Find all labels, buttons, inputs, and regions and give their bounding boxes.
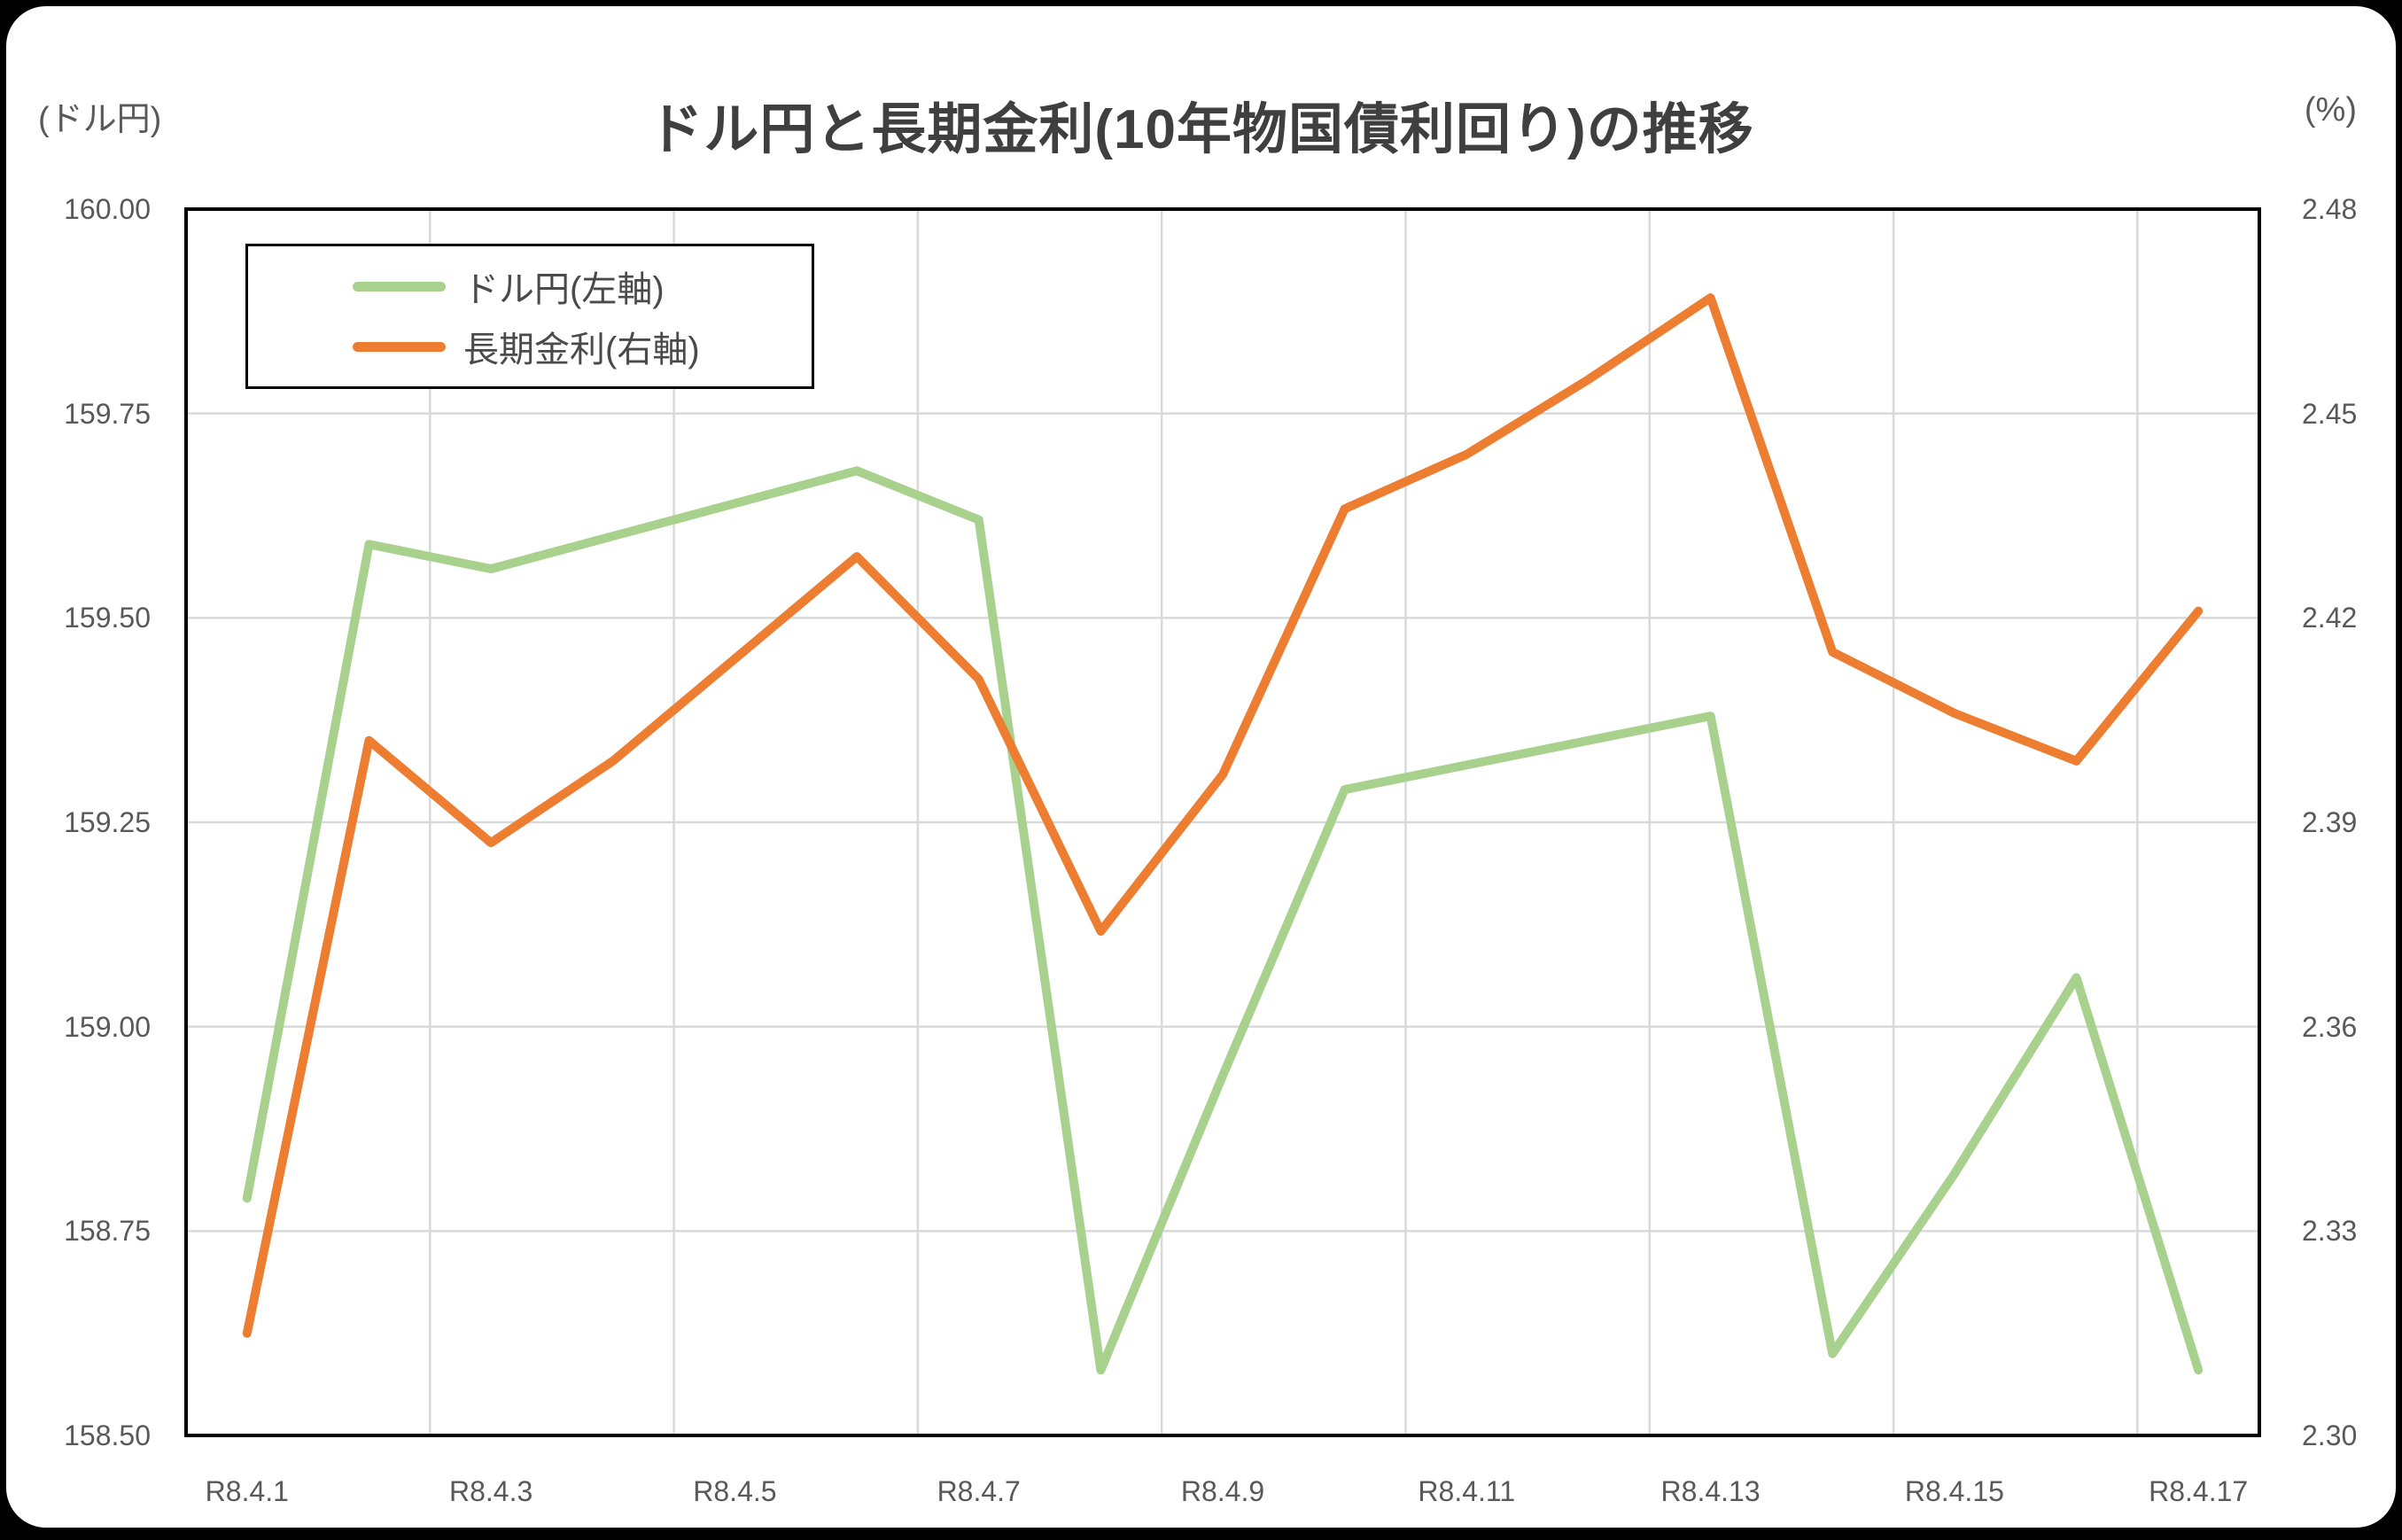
x-tick-label: R8.4.13 bbox=[1605, 1475, 1817, 1507]
x-tick-label: R8.4.11 bbox=[1360, 1475, 1573, 1507]
x-tick-label: R8.4.5 bbox=[628, 1475, 841, 1507]
y-left-tick-label: 158.50 bbox=[6, 1419, 151, 1451]
legend-label-usdjpy: ドル円(左軸) bbox=[463, 261, 665, 312]
x-tick-label: R8.4.7 bbox=[873, 1475, 1085, 1507]
series-line-0 bbox=[247, 471, 2198, 1370]
y-left-tick-label: 160.00 bbox=[6, 193, 151, 225]
y-left-tick-label: 158.75 bbox=[6, 1215, 151, 1247]
y-left-tick-label: 159.25 bbox=[6, 806, 151, 838]
y-right-tick-label: 2.33 bbox=[2302, 1215, 2402, 1247]
y-right-tick-label: 2.30 bbox=[2302, 1419, 2402, 1451]
legend-item-yield: 長期金利(右軸) bbox=[353, 321, 812, 372]
x-tick-label: R8.4.17 bbox=[2092, 1475, 2305, 1507]
x-tick-label: R8.4.1 bbox=[141, 1475, 354, 1507]
legend-item-usdjpy: ドル円(左軸) bbox=[353, 261, 812, 312]
y-left-tick-label: 159.75 bbox=[6, 398, 151, 430]
y-right-tick-label: 2.36 bbox=[2302, 1011, 2402, 1043]
y-right-tick-label: 2.39 bbox=[2302, 806, 2402, 838]
x-tick-label: R8.4.15 bbox=[1848, 1475, 2061, 1507]
legend: ドル円(左軸) 長期金利(右軸) bbox=[245, 244, 814, 389]
series-line-1 bbox=[247, 298, 2198, 1334]
y-right-tick-label: 2.45 bbox=[2302, 398, 2402, 430]
y-left-tick-label: 159.00 bbox=[6, 1011, 151, 1043]
yield-line-swatch-icon bbox=[353, 342, 446, 352]
legend-label-yield: 長期金利(右軸) bbox=[463, 321, 700, 372]
y-right-tick-label: 2.48 bbox=[2302, 193, 2402, 225]
usdjpy-line-swatch-icon bbox=[353, 282, 446, 292]
x-tick-label: R8.4.9 bbox=[1116, 1475, 1329, 1507]
y-left-tick-label: 159.50 bbox=[6, 602, 151, 634]
x-tick-label: R8.4.3 bbox=[385, 1475, 597, 1507]
plot-area bbox=[6, 6, 2402, 1540]
y-right-tick-label: 2.42 bbox=[2302, 602, 2402, 634]
